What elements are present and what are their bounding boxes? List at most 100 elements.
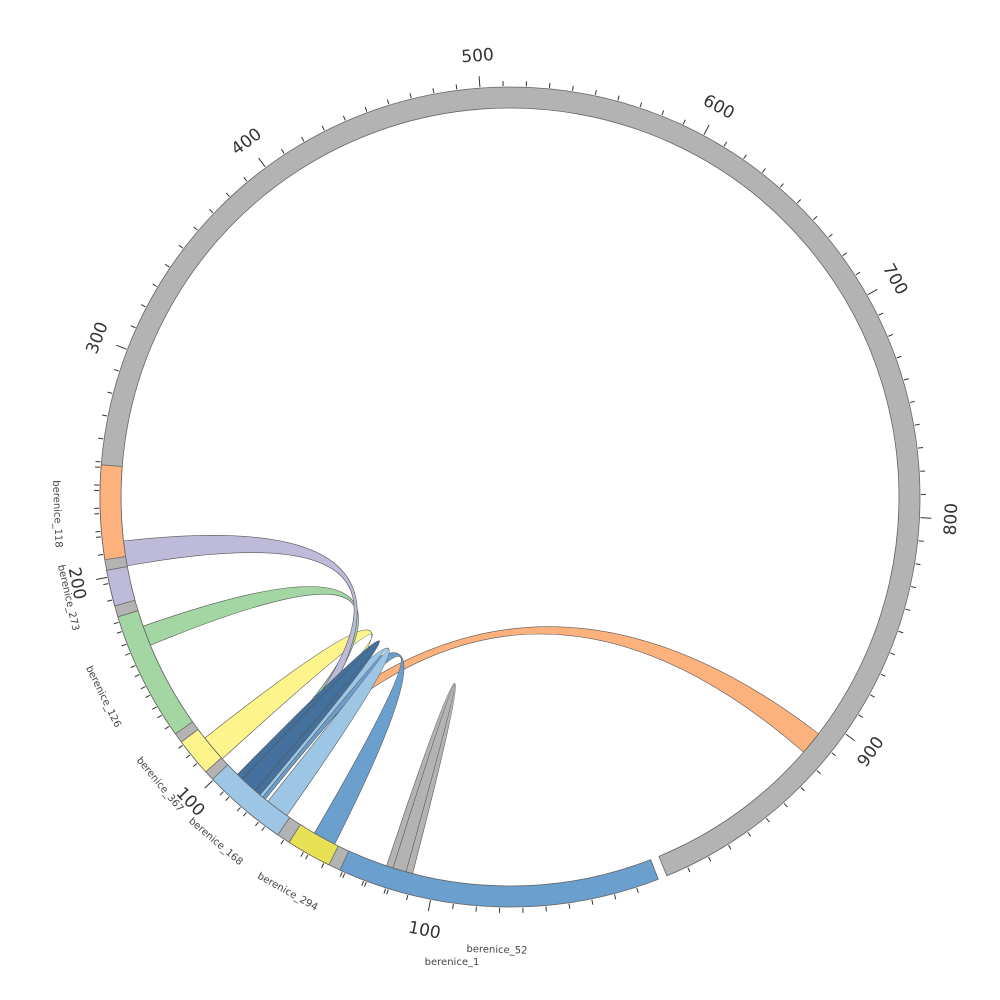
tick-berenice-1-950 <box>765 817 770 823</box>
tick-berenice-1-550 <box>594 89 597 96</box>
tick-berenice-1-480 <box>432 88 435 94</box>
tick-berenice-1-580 <box>661 110 665 116</box>
tick-berenice-1-760 <box>914 423 920 426</box>
tick-berenice-1-20 <box>364 881 367 887</box>
tick-berenice-1-310 <box>130 325 136 329</box>
segment-berenice-168 <box>212 764 291 836</box>
tick-berenice-1-60 <box>280 839 285 845</box>
tick-berenice-1-750 <box>909 400 915 403</box>
tick-berenice-52-90 <box>452 904 454 910</box>
tick-berenice-1-720 <box>888 333 894 337</box>
tick-berenice-1-600 <box>703 124 710 135</box>
tick-berenice-1-660 <box>813 215 818 221</box>
tick-berenice-1-140 <box>152 706 157 710</box>
tick-berenice-1-320 <box>140 304 146 308</box>
tick-berenice-1-330 <box>152 283 158 288</box>
segment-label-berenice-367: berenice_367 <box>134 755 185 814</box>
tick-berenice-52-140 <box>339 871 343 877</box>
tick-berenice-1-910 <box>831 752 836 757</box>
tick-berenice-1-710 <box>878 312 884 316</box>
tick-berenice-1-380 <box>225 192 230 197</box>
segment-berenice-52 <box>339 850 659 908</box>
tick-berenice-168-10 <box>255 821 259 827</box>
tick-berenice-1-70 <box>261 826 266 832</box>
tick-berenice-1-190 <box>107 599 113 602</box>
segments-layer <box>99 86 921 908</box>
tick-berenice-1-630 <box>761 168 766 173</box>
tick-berenice-1-830 <box>911 586 917 589</box>
tick-berenice-1-460 <box>386 99 390 105</box>
tick-berenice-1-850 <box>898 630 904 634</box>
tick-berenice-1-340 <box>164 263 170 268</box>
tick-berenice-1-670 <box>828 233 833 238</box>
tick-berenice-1-970 <box>728 844 732 850</box>
tick-berenice-126-10 <box>157 714 162 719</box>
tick-berenice-1-840 <box>905 608 911 611</box>
tick-label-berenice-1-700: 700 <box>878 260 911 298</box>
segment-berenice-126 <box>117 610 194 735</box>
tick-berenice-168-20 <box>236 806 241 812</box>
tick-label-berenice-52-100: 100 <box>407 918 443 944</box>
tick-label-berenice-1-500: 500 <box>461 45 495 67</box>
tick-berenice-126-50 <box>116 631 122 634</box>
tick-label-berenice-1-800: 800 <box>941 503 963 536</box>
tick-berenice-1-740 <box>903 378 909 381</box>
tick-berenice-52-20 <box>614 894 617 900</box>
segment-label-berenice-168: berenice_168 <box>186 816 244 868</box>
tick-berenice-52-100 <box>427 900 431 912</box>
tick-berenice-1-920 <box>816 770 821 775</box>
tick-berenice-1-770 <box>918 447 924 449</box>
tick-berenice-1-810 <box>918 540 924 542</box>
tick-berenice-1-420 <box>301 136 305 142</box>
tick-berenice-1-130 <box>164 726 170 730</box>
tick-berenice-1-570 <box>639 102 643 108</box>
tick-berenice-1-800 <box>920 517 932 519</box>
tick-berenice-1-170 <box>121 643 127 647</box>
tick-berenice-168-30 <box>219 791 224 796</box>
tick-berenice-1-430 <box>321 125 325 131</box>
tick-berenice-1-100 <box>204 780 213 789</box>
tick-berenice-1-50 <box>300 852 304 857</box>
tick-berenice-1-980 <box>708 856 712 862</box>
tick-berenice-1-820 <box>915 563 921 566</box>
tick-berenice-52-110 <box>406 894 409 901</box>
tick-berenice-1-730 <box>896 355 902 359</box>
tick-berenice-1-990 <box>687 867 691 873</box>
tick-berenice-52-120 <box>383 888 386 894</box>
tick-berenice-1-400 <box>258 157 266 168</box>
tick-berenice-294-10 <box>305 854 309 860</box>
tick-berenice-367-10 <box>185 754 191 759</box>
tick-berenice-1-180 <box>113 621 119 625</box>
tick-berenice-1-610 <box>723 141 728 147</box>
tick-label-berenice-1-300: 300 <box>82 319 112 356</box>
tick-berenice-1-450 <box>364 106 368 112</box>
tick-berenice-1-300 <box>116 344 127 350</box>
tick-berenice-1-620 <box>743 154 747 160</box>
tick-berenice-1-680 <box>842 252 848 257</box>
tick-berenice-1-40 <box>321 863 325 869</box>
tick-label-berenice-1-400: 400 <box>228 124 266 159</box>
tick-berenice-1-930 <box>800 787 805 792</box>
tick-berenice-52-10 <box>636 887 639 893</box>
tick-berenice-1-350 <box>178 244 184 249</box>
segment-berenice-294 <box>288 824 339 866</box>
tick-berenice-126-20 <box>145 694 151 699</box>
tick-berenice-1-200 <box>96 576 108 581</box>
tick-berenice-1-490 <box>455 84 458 90</box>
tick-berenice-1-640 <box>779 183 784 188</box>
tick-berenice-1-860 <box>890 652 896 656</box>
tick-berenice-1-30 <box>342 873 346 879</box>
segment-berenice-1 <box>99 86 921 896</box>
tick-berenice-1-270 <box>102 414 108 417</box>
tick-berenice-1-880 <box>870 694 875 698</box>
segment-berenice-273 <box>106 566 136 607</box>
tick-berenice-1-210 <box>98 554 104 556</box>
tick-berenice-1-960 <box>747 831 752 837</box>
links-layer <box>123 535 820 874</box>
tick-berenice-1-470 <box>409 93 412 99</box>
tick-berenice-126-30 <box>134 674 140 678</box>
segment-berenice-118 <box>99 464 127 561</box>
tick-label-berenice-1-900: 900 <box>853 733 888 771</box>
tick-berenice-1-500 <box>478 76 481 88</box>
